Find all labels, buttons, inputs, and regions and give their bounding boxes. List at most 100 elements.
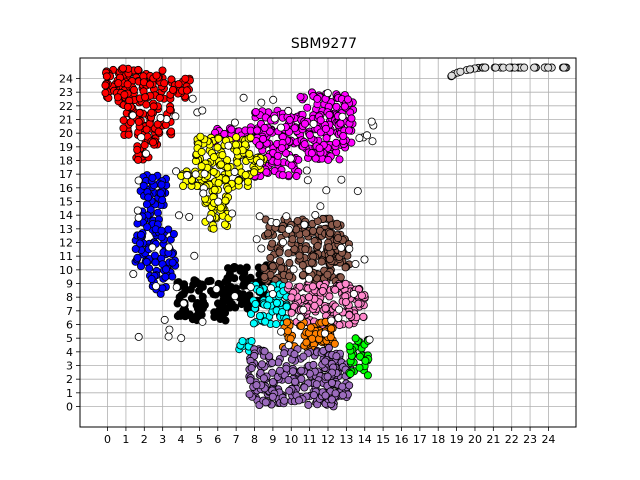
data-point	[148, 243, 157, 252]
data-point	[272, 218, 281, 227]
data-point	[284, 281, 293, 290]
data-point	[345, 244, 354, 253]
data-point	[177, 334, 186, 343]
data-point	[284, 375, 293, 384]
data-point	[168, 272, 177, 281]
data-point	[123, 80, 132, 89]
data-point	[456, 67, 465, 76]
data-point	[137, 133, 146, 142]
data-point	[288, 367, 297, 376]
y-tick-label: 24	[59, 73, 73, 86]
data-point	[318, 286, 327, 295]
data-point	[296, 313, 305, 322]
data-point	[335, 305, 344, 314]
data-point	[304, 265, 313, 274]
data-point	[284, 106, 293, 115]
data-point	[142, 200, 151, 209]
data-point	[167, 75, 176, 84]
data-point	[181, 287, 190, 296]
data-point	[259, 374, 268, 383]
data-point	[245, 149, 254, 158]
data-point	[199, 189, 208, 198]
data-point	[197, 162, 206, 171]
data-point	[327, 316, 336, 325]
data-point	[160, 79, 169, 88]
data-point	[365, 335, 374, 344]
data-point	[218, 151, 227, 160]
data-point	[193, 311, 202, 320]
y-tick-label: 17	[59, 168, 73, 181]
data-point	[251, 108, 260, 117]
x-tick-label: 13	[339, 433, 353, 446]
data-point	[301, 245, 310, 254]
data-point	[289, 265, 298, 274]
data-point	[285, 258, 294, 267]
x-tick-label: 8	[251, 433, 258, 446]
y-tick-label: 15	[59, 196, 73, 209]
data-point	[172, 283, 181, 292]
data-point	[253, 126, 262, 135]
data-point	[324, 243, 333, 252]
data-point	[134, 176, 143, 185]
data-point	[101, 88, 110, 97]
data-point	[286, 154, 295, 163]
data-point	[322, 186, 331, 195]
data-point	[134, 155, 143, 164]
data-point	[323, 89, 332, 98]
data-point	[145, 80, 154, 89]
data-point	[174, 80, 183, 89]
data-point	[144, 193, 153, 202]
data-point	[349, 289, 358, 298]
data-point	[190, 251, 199, 260]
data-point	[223, 163, 232, 172]
data-point	[246, 273, 255, 282]
data-point	[355, 363, 364, 372]
data-point	[139, 181, 148, 190]
data-point	[221, 316, 230, 325]
data-point	[298, 261, 307, 270]
data-point	[339, 131, 348, 140]
data-point	[295, 251, 304, 260]
x-tick-label: 5	[196, 433, 203, 446]
x-tick-label: 16	[394, 433, 408, 446]
y-tick-label: 20	[59, 127, 73, 140]
data-point	[257, 244, 266, 253]
data-point	[161, 265, 170, 274]
data-point	[142, 125, 151, 134]
data-point	[302, 166, 311, 175]
data-point	[119, 116, 128, 125]
data-point	[171, 112, 180, 121]
data-point	[182, 86, 191, 95]
x-tick-label: 4	[178, 433, 185, 446]
x-tick-label: 23	[523, 433, 537, 446]
data-point	[309, 360, 318, 369]
data-point	[268, 392, 277, 401]
data-point	[345, 311, 354, 320]
data-point	[164, 243, 173, 252]
data-point	[323, 270, 332, 279]
data-point	[119, 64, 128, 73]
data-point	[136, 262, 145, 271]
data-point	[297, 366, 306, 375]
data-point	[290, 124, 299, 133]
data-point	[188, 94, 197, 103]
data-point	[129, 269, 138, 278]
data-point	[194, 286, 203, 295]
data-point	[181, 74, 190, 83]
data-point	[239, 93, 248, 102]
data-point	[129, 85, 138, 94]
x-tick-label: 20	[468, 433, 482, 446]
data-point	[282, 302, 291, 311]
data-point	[261, 398, 270, 407]
data-point	[355, 134, 364, 143]
data-point	[249, 319, 258, 328]
data-point	[209, 153, 218, 162]
data-point	[174, 211, 183, 220]
data-point	[189, 280, 198, 289]
data-point	[287, 161, 296, 170]
data-point	[305, 130, 314, 139]
data-point	[285, 272, 294, 281]
data-point	[205, 214, 214, 223]
data-point	[268, 289, 277, 298]
data-point	[232, 147, 241, 156]
